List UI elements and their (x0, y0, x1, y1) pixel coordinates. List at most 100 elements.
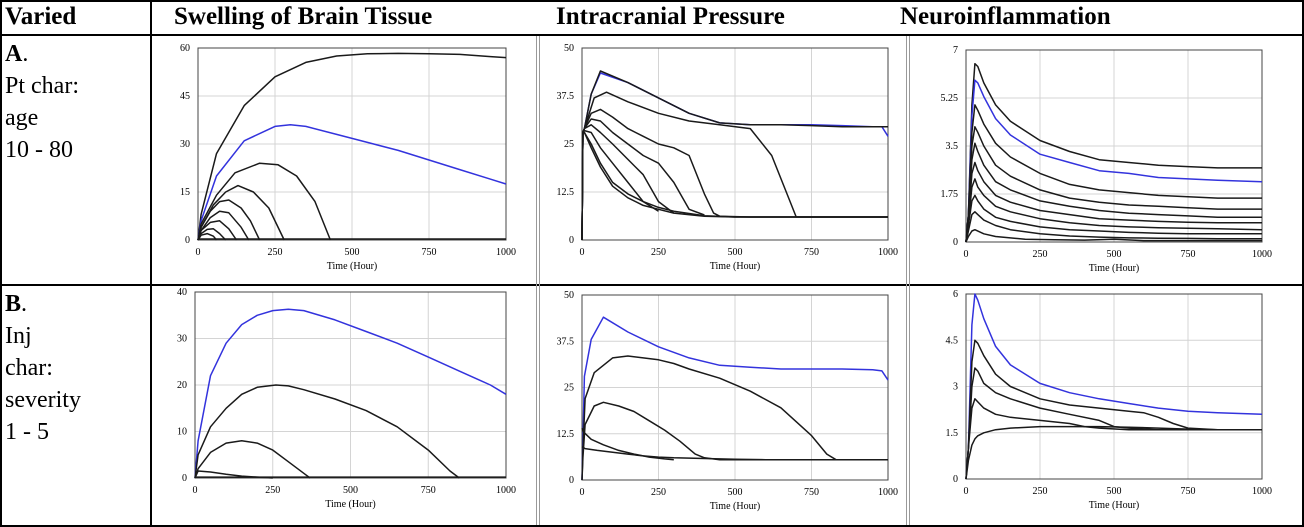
x-tick-label: 250 (651, 487, 666, 498)
series-line (197, 199, 261, 241)
x-tick-label: 250 (265, 485, 280, 496)
y-tick-label: 0 (569, 235, 574, 246)
series-line (194, 440, 311, 479)
row-b-line-1: Inj (5, 323, 32, 349)
series-line (581, 401, 888, 481)
y-tick-label: 7 (953, 45, 958, 56)
table-rule-header (0, 34, 1304, 36)
x-axis-label: Time (Hour) (1089, 500, 1139, 511)
row-b-line-4: 1 - 5 (5, 419, 49, 445)
chart-a-neuroinflammation: 0 250 500 750 1000 0 1.75 3.5 5.25 7 Time (Hour) (941, 45, 1273, 274)
y-tick-label: 50 (564, 290, 574, 301)
series-line (965, 194, 1262, 243)
series-line (965, 398, 1262, 480)
header-varied: Varied (5, 3, 77, 30)
y-tick-label: 25 (564, 383, 574, 394)
x-tick-label: 750 (804, 247, 819, 258)
x-tick-label: 0 (964, 249, 969, 260)
row-a-line-2: age (5, 105, 39, 131)
series-line (965, 161, 1262, 243)
x-axis-label: Time (Hour) (710, 261, 760, 272)
series-line-highlight (581, 316, 889, 481)
y-tick-label: 4.5 (946, 335, 959, 346)
x-tick-label: 1000 (878, 247, 898, 258)
y-tick-label: 3.5 (946, 141, 959, 152)
x-tick-label: 500 (345, 247, 360, 258)
row-a-punct: . (22, 41, 29, 67)
row-b-line-3: severity (5, 387, 81, 413)
row-b-punct: . (21, 291, 28, 317)
x-tick-label: 0 (580, 487, 585, 498)
chart-a-icp: 0 250 500 750 1000 0 12.5 25 37.5 50 Time (Hour) (557, 43, 899, 272)
table-rule-col1 (150, 0, 152, 527)
header-neuroinflammation: Neuroinflammation (900, 3, 1111, 30)
series-line (965, 211, 1262, 243)
y-tick-label: 5.25 (941, 93, 959, 104)
table-border-bottom (0, 525, 1304, 527)
x-tick-label: 250 (1033, 249, 1048, 260)
table-border-top (0, 0, 1304, 2)
frame-edge (906, 36, 907, 525)
y-tick-label: 50 (564, 43, 574, 54)
series-line (581, 131, 888, 241)
frame-edge (909, 36, 910, 525)
x-axis-label: Time (Hour) (327, 261, 377, 272)
series-line (965, 228, 1262, 243)
y-tick-label: 45 (180, 91, 190, 102)
chart-a-swelling: 0 250 500 750 1000 0 15 30 45 60 Time (Hour) (180, 43, 516, 272)
y-tick-label: 37.5 (557, 336, 575, 347)
x-tick-label: 1000 (1252, 249, 1272, 260)
x-tick-label: 0 (580, 247, 585, 258)
series-line (965, 178, 1263, 243)
x-tick-label: 500 (728, 247, 743, 258)
x-tick-label: 1000 (496, 247, 516, 258)
series-line-highlight (965, 293, 1263, 480)
x-tick-label: 0 (196, 247, 201, 258)
y-tick-label: 0 (953, 237, 958, 248)
y-tick-label: 10 (177, 427, 187, 438)
x-tick-label: 0 (193, 485, 198, 496)
y-tick-label: 0 (569, 475, 574, 486)
series-line (197, 220, 238, 241)
x-tick-label: 750 (1181, 249, 1196, 260)
frame-edge (539, 36, 540, 525)
chart-b-icp: 0 250 500 750 1000 0 12.5 25 37.5 50 Time (Hour) (557, 290, 899, 512)
x-tick-label: 500 (343, 485, 358, 496)
row-a-letter: A (5, 41, 23, 67)
plot-frame (194, 291, 507, 479)
plot-frame (197, 47, 507, 241)
row-b-letter: B (5, 291, 22, 317)
series-line (581, 129, 659, 241)
x-tick-label: 1000 (878, 487, 898, 498)
series-line (965, 142, 1262, 243)
series-line (197, 232, 218, 241)
x-tick-label: 1000 (496, 485, 516, 496)
x-tick-label: 500 (1107, 486, 1122, 497)
x-tick-label: 250 (651, 247, 666, 258)
x-tick-label: 750 (421, 485, 436, 496)
series-line (965, 104, 1262, 243)
series-line (194, 384, 460, 479)
series-line-highlight (965, 79, 1263, 243)
row-a-line-3: 10 - 80 (5, 137, 73, 163)
x-tick-label: 1000 (1252, 486, 1272, 497)
y-tick-label: 0 (185, 235, 190, 246)
series-line (581, 446, 766, 461)
series-line (965, 126, 1262, 243)
x-axis-label: Time (Hour) (1089, 263, 1139, 274)
x-axis-label: Time (Hour) (710, 501, 760, 512)
series-line (581, 118, 705, 241)
series-line (965, 339, 1262, 480)
x-tick-label: 750 (1181, 486, 1196, 497)
y-tick-label: 30 (180, 139, 190, 150)
x-tick-label: 0 (964, 486, 969, 497)
series-line (965, 425, 1262, 480)
plot-frame (965, 49, 1263, 243)
header-swelling: Swelling of Brain Tissue (174, 3, 433, 30)
plot-frame (581, 294, 889, 481)
x-tick-label: 750 (804, 487, 819, 498)
series-line-highlight (194, 308, 507, 479)
table-border-right (1302, 0, 1304, 527)
y-tick-label: 30 (177, 334, 187, 345)
